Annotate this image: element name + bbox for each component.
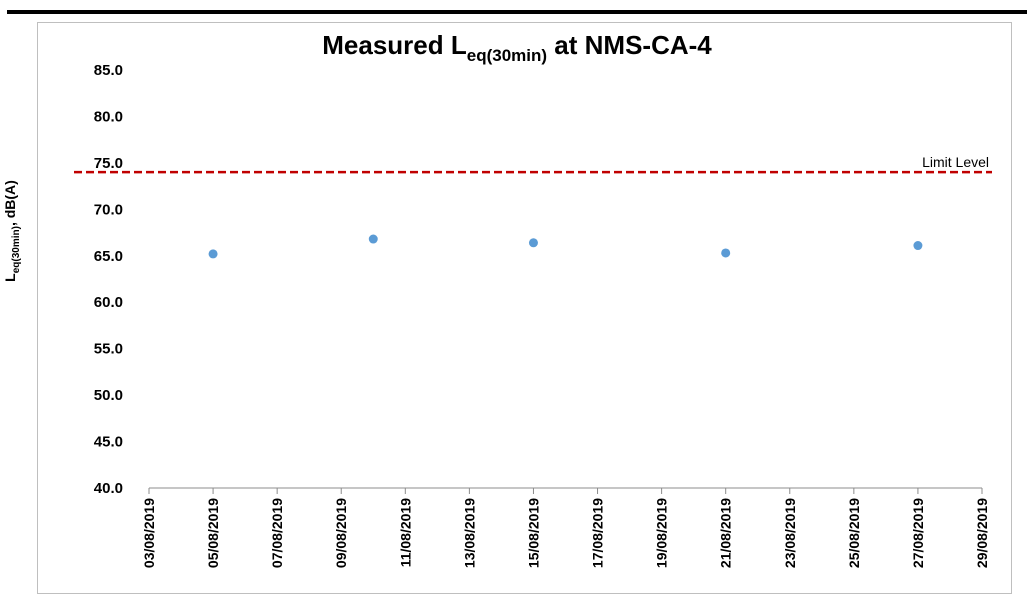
y-tick-label: 50.0 [94,387,123,404]
x-tick-label: 13/08/2019 [461,498,477,568]
chart-title-subscript: eq(30min) [466,46,548,65]
y-tick-label: 60.0 [94,294,123,311]
y-tick-label: 80.0 [94,108,123,125]
data-point [528,238,538,248]
y-tick-label: 65.0 [94,248,123,265]
x-tick-label: 03/08/2019 [141,498,157,568]
x-tick-label: 11/08/2019 [397,498,413,568]
data-point [368,234,378,244]
y-tick-label: 45.0 [94,434,123,451]
x-tick-label: 25/08/2019 [846,498,862,568]
x-tick-label: 29/08/2019 [974,498,990,568]
y-ticks: 40.0 45.0 50.0 55.0 60.0 65.0 70.0 75.0 80.0 85.0 [94,62,123,497]
x-tick-label: 07/08/2019 [269,498,285,568]
y-tick-label: 75.0 [94,155,123,172]
x-ticks: 03/08/2019 05/08/2019 07/08/2019 09/08/2019… [141,488,990,568]
y-tick-label: 70.0 [94,201,123,218]
y-tick-label: 55.0 [94,341,123,358]
chart-title: Measured Leq(30min) at NMS-CA-4 [0,28,1034,66]
chart-title-main: Measured L [322,30,467,60]
x-tick-label: 09/08/2019 [333,498,349,568]
limit-line-group: Limit Level [74,154,992,174]
x-tick-label: 27/08/2019 [910,498,926,568]
x-tick-label: 23/08/2019 [782,498,798,568]
x-tick-label: 05/08/2019 [205,498,221,568]
data-point [208,249,218,259]
chart-frame [37,22,1012,594]
limit-line-label: Limit Level [922,154,989,170]
y-tick-label: 40.0 [94,480,123,497]
y-tick-label: 85.0 [94,62,123,79]
top-rule [7,10,1027,14]
x-tick-label: 19/08/2019 [654,498,670,568]
data-point [721,248,731,258]
chart-title-tail: at NMS-CA-4 [547,30,712,60]
x-tick-label: 17/08/2019 [590,498,606,568]
x-tick-label: 15/08/2019 [525,498,541,568]
data-points [208,234,923,259]
x-tick-label: 21/08/2019 [718,498,734,568]
data-point [913,241,923,251]
